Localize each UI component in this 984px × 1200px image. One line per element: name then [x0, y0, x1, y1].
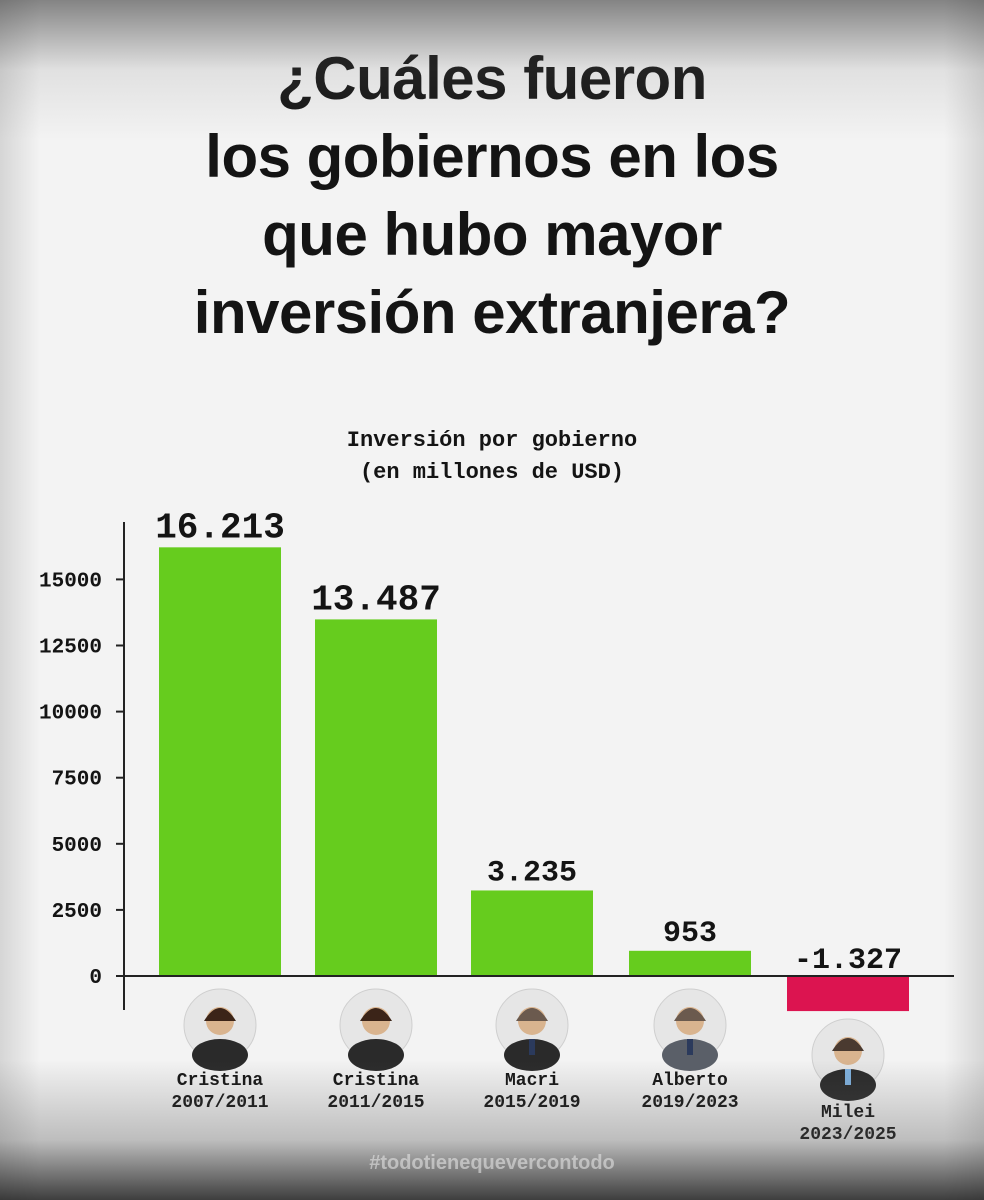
portrait-alberto-icon [653, 988, 727, 1071]
y-tick-label: 12500 [39, 637, 102, 660]
y-tick-label: 5000 [52, 835, 102, 858]
data-label: 953 [663, 917, 717, 951]
data-label: 13.487 [311, 579, 441, 620]
chart-plot-area: 0 2500 5000 7500 10000 12500 15000 16.213 13.487… [39, 507, 954, 1145]
chart-subtitle: (en millones de USD) [360, 460, 624, 485]
bar [159, 547, 281, 976]
category-label-name: Cristina [333, 1071, 420, 1091]
category-label-name: Cristina [177, 1071, 264, 1091]
category-label-name: Macri [505, 1071, 559, 1091]
y-tick-label: 10000 [39, 703, 102, 726]
portrait-cristina-icon [183, 988, 257, 1071]
category-label-name: Milei [821, 1103, 875, 1123]
bar [787, 976, 909, 1012]
bar [629, 950, 751, 976]
portrait-milei-icon [811, 1018, 885, 1101]
category-label-name: Alberto [652, 1071, 728, 1091]
data-label: -1.327 [794, 944, 902, 978]
y-tick-label: 0 [89, 967, 102, 990]
y-tick-label: 2500 [52, 901, 102, 924]
portrait-macri-icon [495, 988, 569, 1071]
y-tick-label: 15000 [39, 570, 102, 593]
bar [315, 619, 437, 976]
category-label-period: 2007/2011 [171, 1093, 268, 1113]
y-tick-label: 7500 [52, 769, 102, 792]
category-label-period: 2023/2025 [799, 1125, 896, 1145]
category-label-period: 2015/2019 [483, 1093, 580, 1113]
portrait-cristina-icon [339, 988, 413, 1071]
data-label: 3.235 [487, 856, 577, 890]
data-label: 16.213 [155, 507, 285, 548]
watermark-text: #todotienequevercontodo [369, 1152, 615, 1174]
bar-chart: Inversión por gobierno (en millones de U… [39, 428, 954, 1145]
bar [471, 890, 593, 976]
category-label-period: 2019/2023 [641, 1093, 738, 1113]
category-label-period: 2011/2015 [327, 1093, 424, 1113]
chart-title: Inversión por gobierno [347, 428, 637, 453]
